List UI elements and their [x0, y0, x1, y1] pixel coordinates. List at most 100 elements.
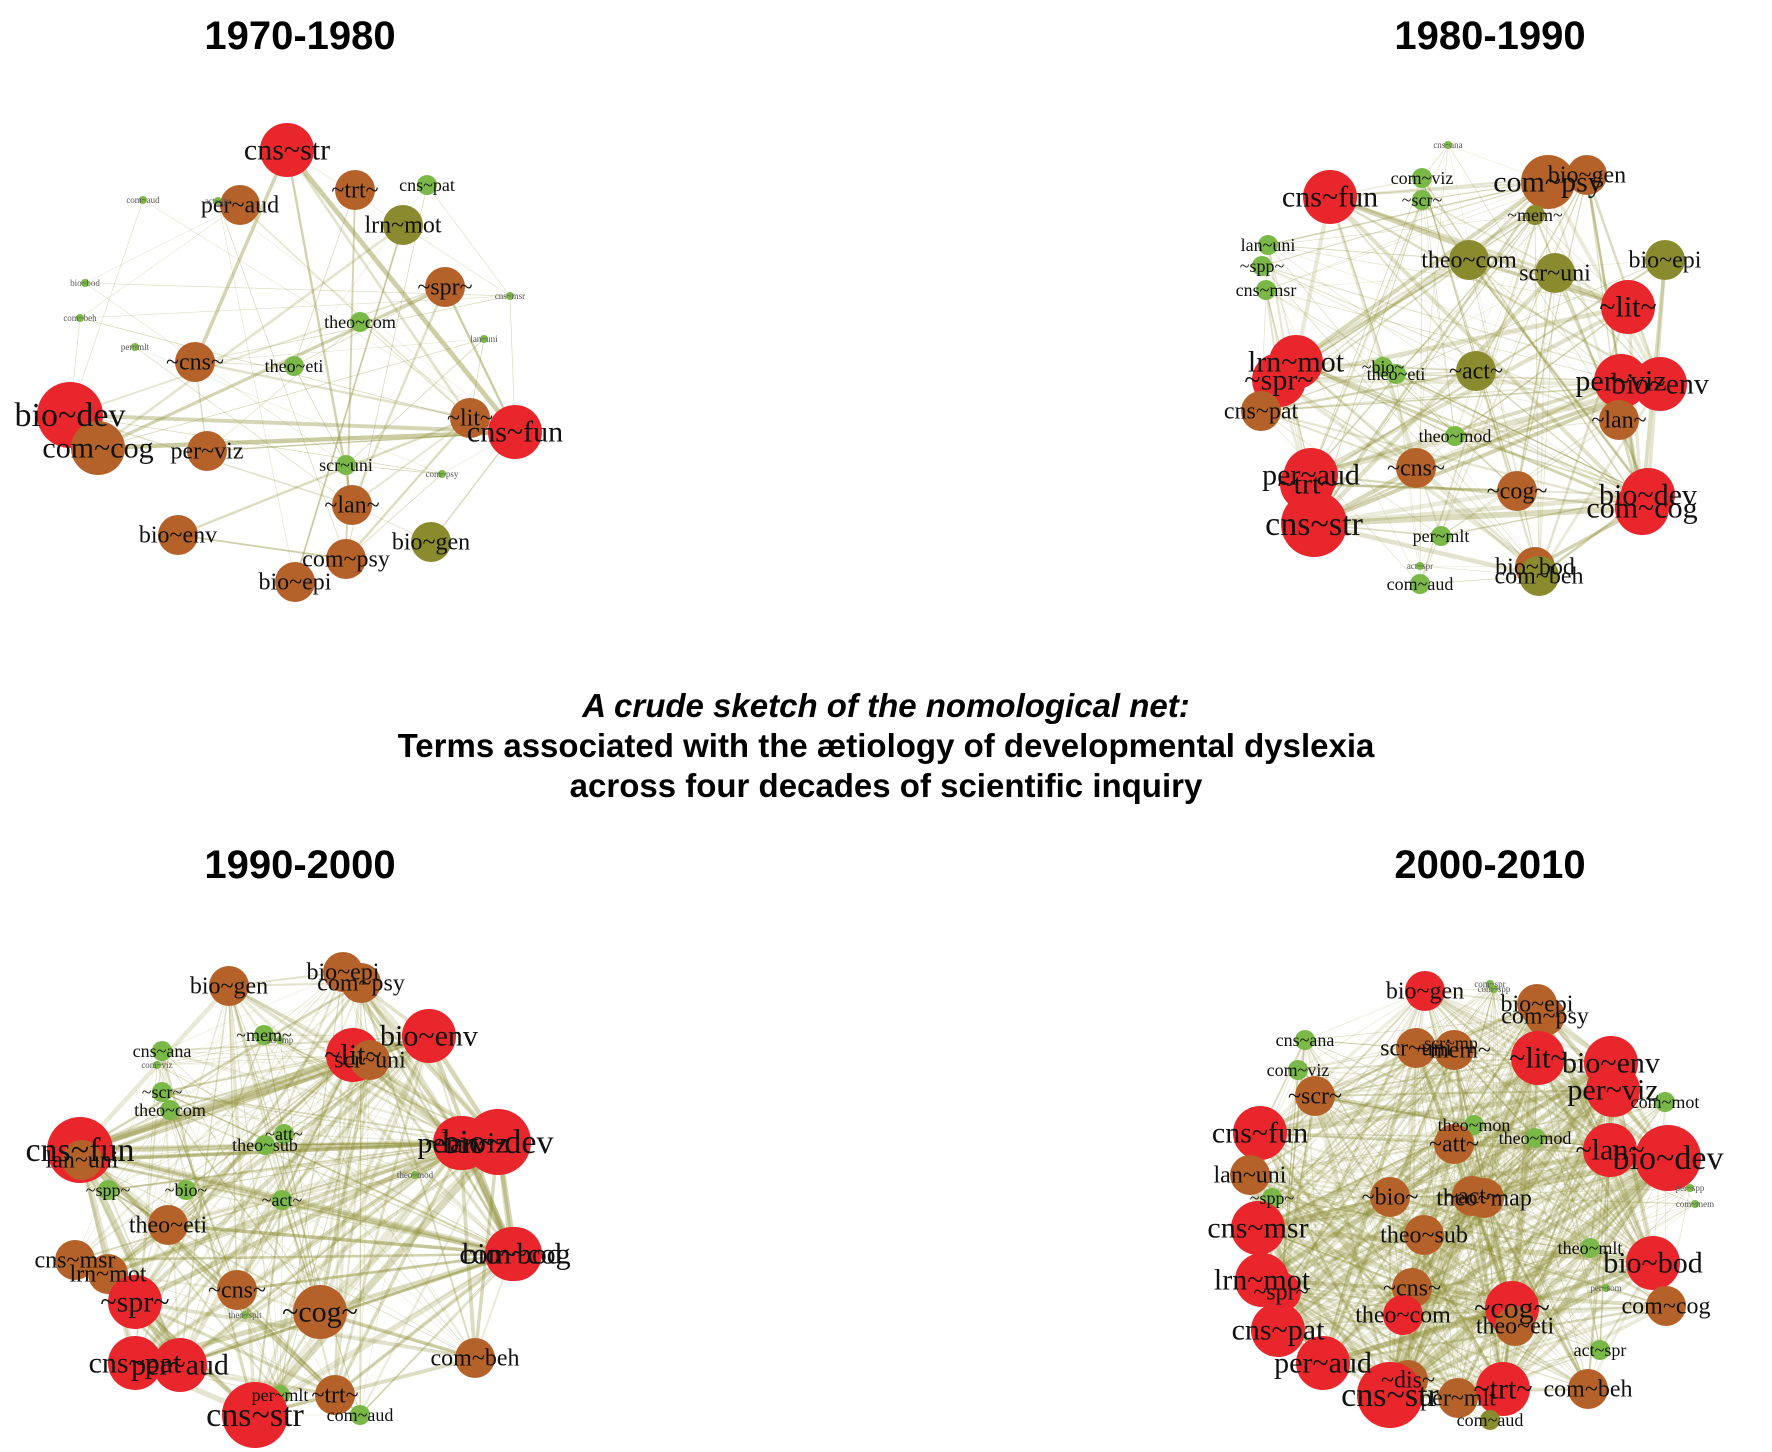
edge: [281, 982, 362, 1201]
node-bio-bod: [1626, 1236, 1680, 1290]
edge: [359, 1035, 430, 1416]
edge: [285, 149, 472, 419]
node-label: theo~mod: [1499, 1128, 1572, 1148]
edge: [1538, 181, 1549, 577]
edge: [1257, 1225, 1513, 1311]
edge: [1261, 265, 1620, 421]
edge: [161, 1091, 256, 1416]
node-cns-fun: [1303, 170, 1357, 224]
node-label: scr~mp: [1424, 1033, 1478, 1053]
node-lan-uni: [62, 1140, 102, 1180]
node-mem: [254, 1025, 274, 1045]
edge: [279, 1253, 513, 1396]
edge: [426, 184, 511, 297]
edge: [81, 1159, 476, 1359]
edge: [236, 1035, 430, 1291]
network-panel-1: cns~fun cns~ana com~viz~scr~ bio~gencom~psy…: [1224, 140, 1709, 596]
node-label: cns~str: [244, 134, 330, 167]
edge: [1314, 1089, 1614, 1097]
edge: [1257, 1003, 1538, 1229]
node-lan-uni: [1230, 1155, 1270, 1195]
node-com-viz: [1412, 168, 1432, 188]
node-label: bio~dev: [443, 1124, 554, 1161]
node-cns-ana: [152, 1041, 172, 1061]
edge: [1386, 1154, 1672, 1399]
edge: [1546, 181, 1662, 385]
edge: [1280, 1069, 1299, 1293]
edge: [1277, 1143, 1455, 1331]
edge: [1280, 1291, 1589, 1390]
node-cns: [217, 1270, 257, 1310]
node-label: ~spp~: [86, 1180, 131, 1200]
node-label: com~cog: [459, 1238, 570, 1271]
node-scr-uni: [336, 455, 356, 475]
edge: [1277, 1156, 1669, 1332]
node-act: [1452, 1176, 1492, 1216]
edge: [1265, 181, 1549, 291]
node-act: [1456, 351, 1496, 391]
node-label: ~cog~: [1487, 479, 1548, 505]
node-label: ~mem~: [1417, 1038, 1491, 1064]
edge: [1482, 1197, 1590, 1390]
edge: [1310, 473, 1643, 510]
node-label: theo~map: [1436, 1186, 1532, 1212]
node-label: cns~ana: [1276, 1030, 1335, 1050]
edge: [253, 1059, 372, 1416]
edge: [1314, 1095, 1536, 1139]
edge: [167, 1141, 464, 1227]
node-com-viz: [153, 1061, 161, 1069]
node-label: bio~dev: [15, 397, 126, 434]
node-label: bio~gen: [1548, 163, 1626, 189]
edge: [458, 1142, 477, 1359]
node-label: lan~uni: [470, 334, 498, 344]
node-scr-uni: [1535, 253, 1575, 293]
node-spr: [1261, 1272, 1301, 1312]
node-cns-pat: [1251, 1303, 1305, 1357]
edge: [1411, 1062, 1612, 1289]
edge: [1260, 1060, 1613, 1283]
edge: [134, 1109, 171, 1303]
node-com-cog: [71, 421, 125, 475]
edge: [1468, 259, 1622, 382]
edge: [1471, 1155, 1669, 1199]
node-com-mot: [1655, 1092, 1675, 1112]
edge: [1297, 1069, 1324, 1364]
edge: [74, 1252, 516, 1262]
node-label: cns~fun: [1212, 1117, 1308, 1150]
node-com-beh: [1568, 1369, 1608, 1409]
node-label: ~cog~: [1474, 1292, 1550, 1325]
edge: [1261, 265, 1540, 577]
edge: [1453, 1143, 1654, 1264]
node-label: per~mlt: [1420, 1386, 1496, 1412]
edge: [1415, 214, 1536, 469]
edge: [217, 200, 347, 560]
node-label: cns~msr: [1207, 1212, 1308, 1245]
node-label: ~bio~: [1362, 1185, 1419, 1211]
edge: [1280, 1187, 1691, 1293]
edge: [1304, 1039, 1504, 1390]
edge: [1389, 1061, 1612, 1199]
node-per-aud: [1296, 1336, 1350, 1390]
node-spp: [98, 1180, 118, 1200]
node-label: lan~uni: [1241, 235, 1296, 255]
edge: [253, 1199, 284, 1416]
edge: [1389, 1149, 1611, 1198]
edge: [167, 1223, 513, 1256]
node-label: com~spp: [1478, 984, 1511, 994]
edge: [228, 985, 321, 1313]
edge: [1249, 1003, 1538, 1176]
edge: [333, 1054, 355, 1396]
edge: [283, 1133, 416, 1176]
edge: [169, 1109, 321, 1313]
node-theo-eti: [1495, 1306, 1535, 1346]
node-theo-eti: [1386, 364, 1406, 384]
node-com-aud: [1480, 1410, 1500, 1430]
edge: [1415, 1047, 1504, 1390]
edge: [359, 1253, 516, 1416]
edge: [1322, 1003, 1538, 1364]
node-theo-com: [350, 312, 370, 332]
node-label: com~viz: [141, 1060, 172, 1070]
edge: [285, 148, 517, 434]
